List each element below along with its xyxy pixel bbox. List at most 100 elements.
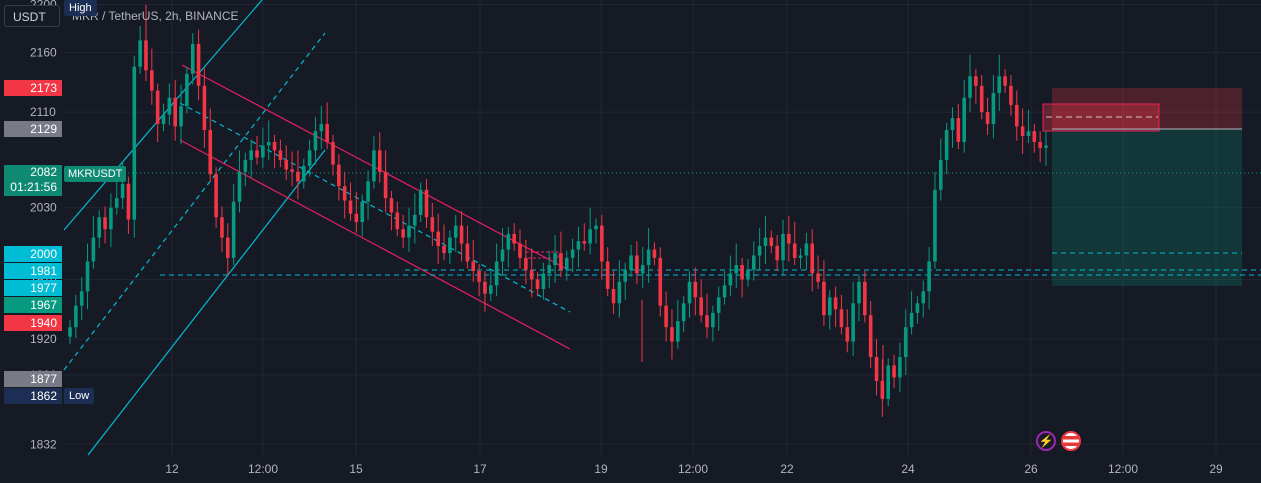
candle-body	[868, 315, 873, 358]
us-flag-icon[interactable]	[1061, 431, 1082, 451]
candle-body	[956, 118, 961, 142]
currency-button[interactable]: USDT	[4, 5, 60, 27]
candle	[214, 167, 218, 229]
candle	[892, 354, 896, 389]
price-badge: 1862	[4, 388, 62, 404]
candle	[418, 182, 423, 223]
candle-body	[623, 269, 628, 282]
candle	[687, 271, 692, 318]
candle	[798, 248, 803, 269]
candle	[845, 309, 850, 353]
chart-header: USDT MKR / TetherUS, 2h, BINANCE	[0, 0, 1261, 30]
candle-body	[874, 357, 879, 381]
candle-body	[670, 327, 674, 342]
candle-body	[413, 214, 417, 226]
candle-body	[880, 380, 885, 399]
candle-body	[974, 76, 978, 86]
candle	[389, 190, 394, 231]
candle	[255, 136, 259, 165]
candle-body	[500, 249, 505, 262]
candle	[103, 206, 107, 244]
candle-body	[646, 249, 651, 266]
candle	[968, 54, 972, 113]
candle	[319, 106, 324, 150]
candle-body	[120, 183, 125, 199]
candle	[927, 247, 931, 310]
candle-body	[407, 225, 411, 238]
candle-body	[927, 261, 931, 292]
candle-body	[944, 130, 949, 160]
candle	[354, 192, 359, 233]
candle-body	[933, 189, 937, 262]
candle	[97, 210, 102, 249]
candle	[903, 309, 908, 375]
candle-body	[301, 165, 306, 182]
candle	[874, 339, 879, 396]
candle-body	[903, 327, 908, 358]
candle-body	[740, 265, 744, 280]
event-icons: ⚡	[1036, 431, 1082, 451]
candle	[109, 193, 113, 248]
candle	[880, 359, 885, 417]
candle	[529, 248, 534, 298]
x-tick-label: 26	[1024, 462, 1038, 476]
candle	[559, 231, 563, 278]
x-tick-label: 17	[473, 462, 487, 476]
candle	[488, 271, 493, 301]
candle-body	[1014, 104, 1019, 127]
candle-body	[208, 130, 213, 175]
candle-body	[319, 124, 324, 132]
candle	[763, 216, 768, 264]
candle-body	[898, 357, 902, 378]
channel-mid	[179, 102, 571, 313]
candle-body	[360, 201, 365, 223]
candle-body	[810, 243, 815, 274]
candle	[225, 223, 230, 276]
candle	[787, 216, 791, 262]
candle	[185, 66, 189, 114]
candle	[933, 171, 937, 269]
x-tick-label: 12:00	[1108, 462, 1138, 476]
lightning-icon[interactable]: ⚡	[1036, 431, 1056, 451]
candle	[646, 228, 651, 283]
candle-body	[325, 124, 329, 142]
candle-body	[430, 217, 435, 232]
candle	[728, 255, 733, 297]
channel-marker	[525, 251, 559, 259]
candle-body	[681, 303, 686, 322]
candle-body	[261, 145, 265, 158]
candle-body	[79, 291, 84, 306]
candle-body	[705, 315, 709, 328]
candle	[395, 201, 400, 237]
candle-body	[676, 321, 680, 342]
candle-body	[763, 237, 768, 246]
candle	[664, 291, 668, 342]
candle-body	[652, 249, 657, 258]
candle	[898, 342, 902, 392]
candle-body	[243, 159, 248, 172]
candle-body	[202, 85, 207, 131]
candle	[173, 79, 177, 141]
candle	[681, 296, 686, 332]
candle	[588, 207, 592, 255]
candle-body	[886, 365, 891, 399]
price-badge: 1877	[4, 371, 62, 387]
candle	[179, 84, 183, 145]
candle	[775, 235, 779, 272]
candle	[921, 280, 926, 318]
candle-body	[231, 201, 236, 258]
candle	[307, 139, 312, 177]
candle	[453, 214, 458, 252]
candle-body	[132, 66, 137, 220]
candle-body	[372, 150, 376, 182]
candle-body	[465, 243, 470, 262]
candle-body	[190, 43, 195, 74]
candle	[769, 230, 774, 254]
candle	[243, 152, 248, 187]
candle	[541, 262, 546, 300]
candle-body	[1026, 131, 1031, 136]
x-tick-label: 12:00	[678, 462, 708, 476]
candle-body	[91, 237, 96, 262]
candle-body	[839, 309, 844, 328]
